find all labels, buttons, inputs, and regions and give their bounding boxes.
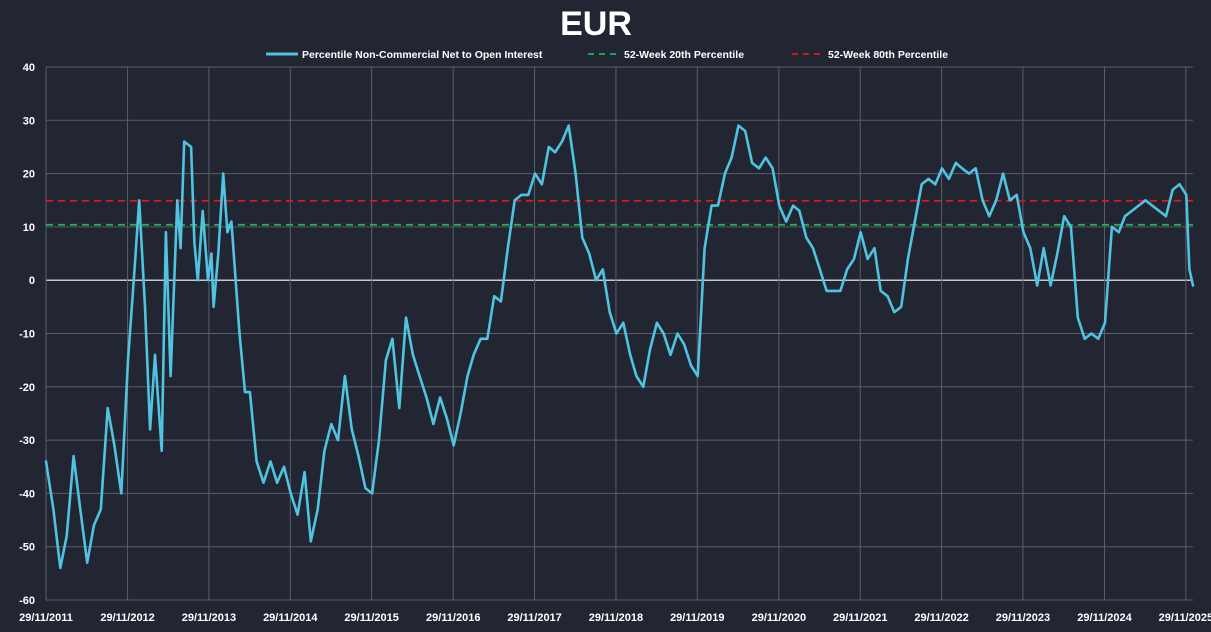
x-tick-label: 29/11/2014 — [263, 612, 318, 624]
legend-label-series: Percentile Non-Commercial Net to Open In… — [302, 49, 543, 61]
y-tick-label: 20 — [23, 169, 35, 181]
y-tick-label: 40 — [23, 62, 35, 74]
legend-item-20th: 52-Week 20th Percentile — [588, 49, 744, 61]
y-tick-label: 30 — [23, 115, 35, 127]
x-tick-label: 29/11/2020 — [752, 612, 806, 624]
legend-label-80th: 52-Week 80th Percentile — [828, 49, 948, 61]
legend: Percentile Non-Commercial Net to Open In… — [266, 49, 948, 61]
x-axis: 29/11/2011 29/11/2012 29/11/2013 29/11/2014… — [19, 612, 1211, 624]
x-tick-label: 29/11/2011 — [19, 612, 73, 624]
y-tick-label: 0 — [29, 275, 35, 287]
y-tick-label: -10 — [19, 329, 35, 341]
x-tick-label: 29/11/2017 — [507, 612, 561, 624]
x-tick-label: 29/11/2024 — [1077, 612, 1132, 624]
x-tick-label: 29/11/2013 — [182, 612, 236, 624]
y-tick-label: 10 — [23, 222, 35, 234]
chart-title: EUR — [560, 5, 632, 43]
y-tick-label: -40 — [19, 488, 35, 500]
x-tick-label: 29/11/2015 — [344, 612, 398, 624]
x-tick-label: 29/11/2025 — [1159, 612, 1211, 624]
legend-item-series: Percentile Non-Commercial Net to Open In… — [266, 49, 543, 61]
y-tick-label: -30 — [19, 435, 35, 447]
y-tick-label: -60 — [19, 595, 35, 607]
y-axis: 40 30 20 10 0 -10 -20 -30 -40 -50 -60 — [19, 62, 35, 607]
x-tick-label: 29/11/2019 — [670, 612, 724, 624]
x-tick-label: 29/11/2016 — [426, 612, 480, 624]
plot-area — [44, 124, 1195, 570]
x-tick-label: 29/11/2012 — [100, 612, 154, 624]
x-tick-label: 29/11/2022 — [914, 612, 968, 624]
y-tick-label: -20 — [19, 382, 35, 394]
gridlines — [45, 66, 1193, 601]
x-tick-label: 29/11/2023 — [996, 612, 1050, 624]
legend-item-80th: 52-Week 80th Percentile — [792, 49, 948, 61]
x-tick-label: 29/11/2021 — [833, 612, 887, 624]
series-line — [44, 124, 1195, 570]
legend-label-20th: 52-Week 20th Percentile — [624, 49, 744, 61]
x-tick-label: 29/11/2018 — [589, 612, 643, 624]
y-tick-label: -50 — [19, 542, 35, 554]
